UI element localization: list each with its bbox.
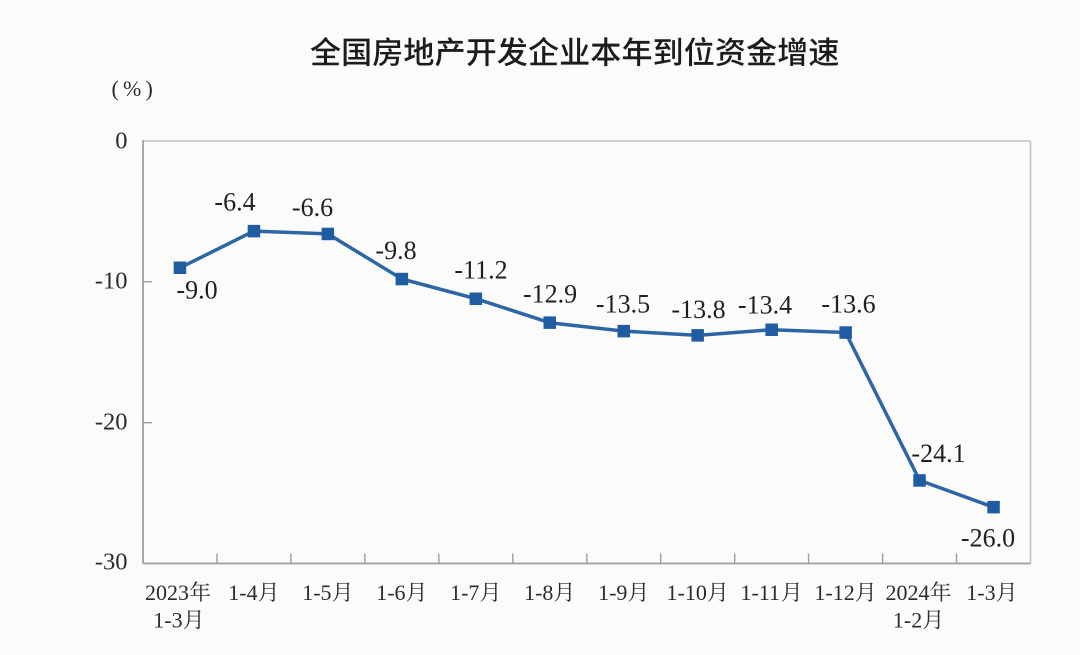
svg-text:0: 0: [115, 128, 127, 155]
svg-text:-13.5: -13.5: [596, 290, 650, 319]
svg-text:-6.4: -6.4: [214, 188, 255, 217]
svg-text:-12.9: -12.9: [523, 280, 577, 309]
svg-text:-13.4: -13.4: [738, 291, 792, 320]
svg-text:1-3: 1-3: [966, 580, 995, 605]
svg-text:-11.2: -11.2: [454, 256, 507, 285]
svg-text:1-3: 1-3: [153, 608, 182, 633]
svg-text:-24.1: -24.1: [911, 439, 965, 468]
svg-text:1-12: 1-12: [814, 580, 854, 605]
svg-text:1-8: 1-8: [524, 580, 553, 605]
svg-text:1-5: 1-5: [302, 580, 331, 605]
svg-text:-13.8: -13.8: [671, 295, 725, 324]
svg-text:-10: -10: [95, 268, 128, 295]
svg-text:1-4: 1-4: [228, 580, 257, 605]
svg-text:1-10: 1-10: [667, 580, 707, 605]
svg-text:1-7: 1-7: [450, 580, 479, 605]
svg-text:-20: -20: [95, 409, 128, 436]
svg-text:-9.0: -9.0: [176, 276, 217, 305]
svg-text:-30: -30: [95, 549, 128, 576]
svg-text:1-11: 1-11: [741, 580, 781, 605]
svg-text:-9.8: -9.8: [375, 236, 416, 265]
svg-text:-13.6: -13.6: [821, 289, 875, 318]
svg-text:2024: 2024: [886, 580, 930, 605]
svg-text:2023: 2023: [145, 580, 189, 605]
svg-text:-26.0: -26.0: [961, 524, 1015, 553]
svg-text:1-9: 1-9: [598, 580, 627, 605]
svg-text:(%): (%): [112, 76, 158, 101]
svg-text:1-6: 1-6: [376, 580, 405, 605]
svg-text:1-2: 1-2: [893, 608, 922, 633]
svg-text:-6.6: -6.6: [292, 193, 333, 222]
